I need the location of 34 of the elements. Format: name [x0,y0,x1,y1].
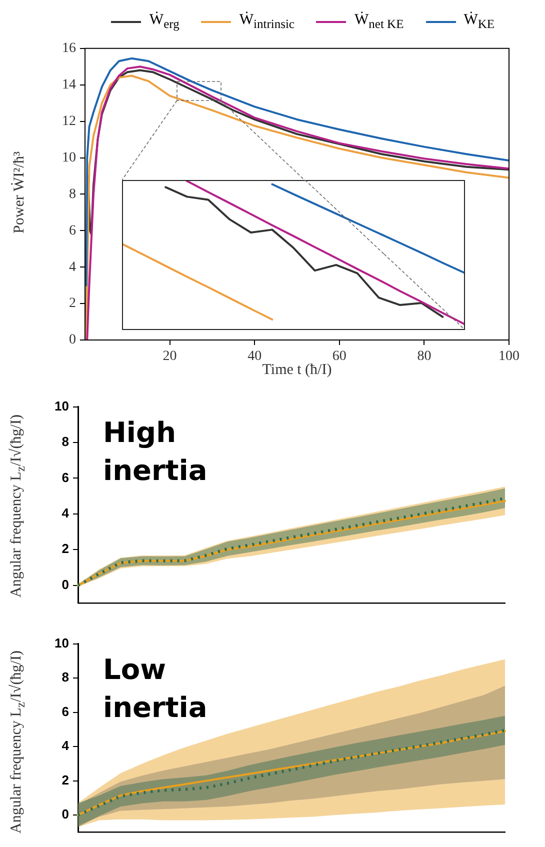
y-tick-label: 6 [62,704,69,719]
legend-label: Ẇ$_{intrinsic}$ [239,12,294,32]
x-tick-label: 80 [417,349,432,364]
y-tick-label: 6 [62,470,69,485]
y-tick-label: 10 [62,150,76,166]
legend-label: Ẇ$_{erg}$ [149,12,180,32]
x-tick-label: 20 [162,349,177,364]
y-tick-label: 2 [62,541,69,556]
legend-label: Ẇ$_{KE}$ [464,12,495,32]
y-tick-label: 0 [62,576,69,592]
y-tick-label: 2 [69,296,76,312]
y-axis-title: Power ẆI²/ħ³ [12,152,28,234]
x-tick-label: 100 [498,349,520,364]
x-tick-label: 60 [332,349,346,364]
y-tick-label: 4 [62,506,70,521]
y-tick-label: 8 [62,434,69,450]
y-tick-label: 12 [62,114,76,129]
y-tick-label: 4 [62,738,70,754]
x-axis-title: Time t (ħ/I) [262,362,332,378]
y-tick-label: 14 [62,78,76,93]
y-tick-label: 0 [62,806,69,822]
x-tick-label: 40 [248,349,262,364]
y-tick-label: 4 [69,260,76,275]
y-tick-label: 10 [54,398,69,414]
y-tick-label: 2 [62,772,69,788]
annotation: High inertia [103,415,208,489]
annotation: Low inertia [103,652,208,726]
y-tick-label: 10 [54,635,69,650]
y-tick-label: 8 [62,670,69,685]
y-tick-label: 8 [69,186,76,202]
y-tick-label: 0 [69,332,76,348]
y-tick-label: 6 [69,223,76,238]
y-tick-label: 16 [62,41,76,56]
legend-label: Ẇ$_{net KE}$ [354,12,404,32]
